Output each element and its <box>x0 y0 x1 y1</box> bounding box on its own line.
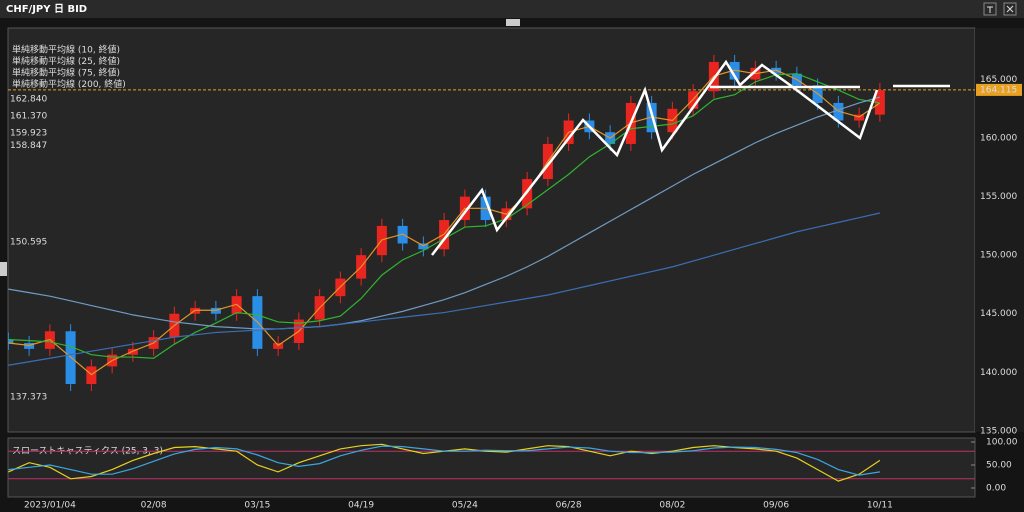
y-tick-label: 140.000 <box>980 368 1017 378</box>
legend-entry: 単純移動平均線 (25, 終値) <box>12 55 120 67</box>
x-tick-label: 10/11 <box>867 501 893 511</box>
y-tick-label: 50.00 <box>986 460 1012 470</box>
level-label: 159.923 <box>10 128 47 138</box>
level-label: 158.847 <box>10 141 47 151</box>
main-panel <box>7 27 976 433</box>
y-tick-label: 150.000 <box>980 251 1017 261</box>
legend-entry: 単純移動平均線 (200, 終値) <box>12 78 126 90</box>
collapse-toggle[interactable] <box>506 19 520 26</box>
x-tick-label: 02/08 <box>141 501 167 511</box>
title-bar <box>0 0 1024 18</box>
moving-average-line <box>8 212 881 366</box>
oscillator-line <box>8 445 880 476</box>
moving-average-line <box>8 96 881 330</box>
window-title: CHF/JPY 日 BID <box>6 3 87 15</box>
x-tick-label: 08/02 <box>659 501 685 511</box>
moving-average-line <box>8 69 881 376</box>
y-tick-label: 100.00 <box>986 438 1018 448</box>
last-price-tag <box>976 83 1022 96</box>
y-tick-label: 165.000 <box>980 75 1017 85</box>
close-button[interactable] <box>1003 2 1017 16</box>
y-tick-label: 0.00 <box>986 483 1006 493</box>
y-tick-label: 160.000 <box>980 134 1017 144</box>
button-icons <box>987 5 1014 13</box>
y-tick-label: 155.000 <box>980 192 1017 202</box>
level-label: 161.370 <box>10 112 47 122</box>
x-tick-label: 03/15 <box>244 501 270 511</box>
zigzag-line <box>431 59 879 256</box>
x-tick-label: 05/24 <box>452 501 478 511</box>
x-tick-label: 06/28 <box>556 501 582 511</box>
side-toggle[interactable] <box>0 262 7 276</box>
y-tick-label: 145.000 <box>980 309 1017 319</box>
candle-body <box>8 339 14 344</box>
x-tick-label: 04/19 <box>348 501 374 511</box>
trend-annotations <box>431 59 950 256</box>
level-label: 137.373 <box>10 393 47 403</box>
x-tick-label: 2023/01/04 <box>24 501 76 511</box>
last-price-label: 164.115 <box>980 85 1017 95</box>
y-tick-label: 135.000 <box>980 426 1017 436</box>
level-label: 162.840 <box>10 94 47 104</box>
level-label: 150.595 <box>10 238 47 248</box>
legend-entry: 単純移動平均線 (10, 終値) <box>12 44 120 56</box>
help-button[interactable] <box>983 2 997 16</box>
x-tick-label: 09/06 <box>763 501 789 511</box>
legend-entry: 単純移動平均線 (75, 終値) <box>12 67 120 79</box>
